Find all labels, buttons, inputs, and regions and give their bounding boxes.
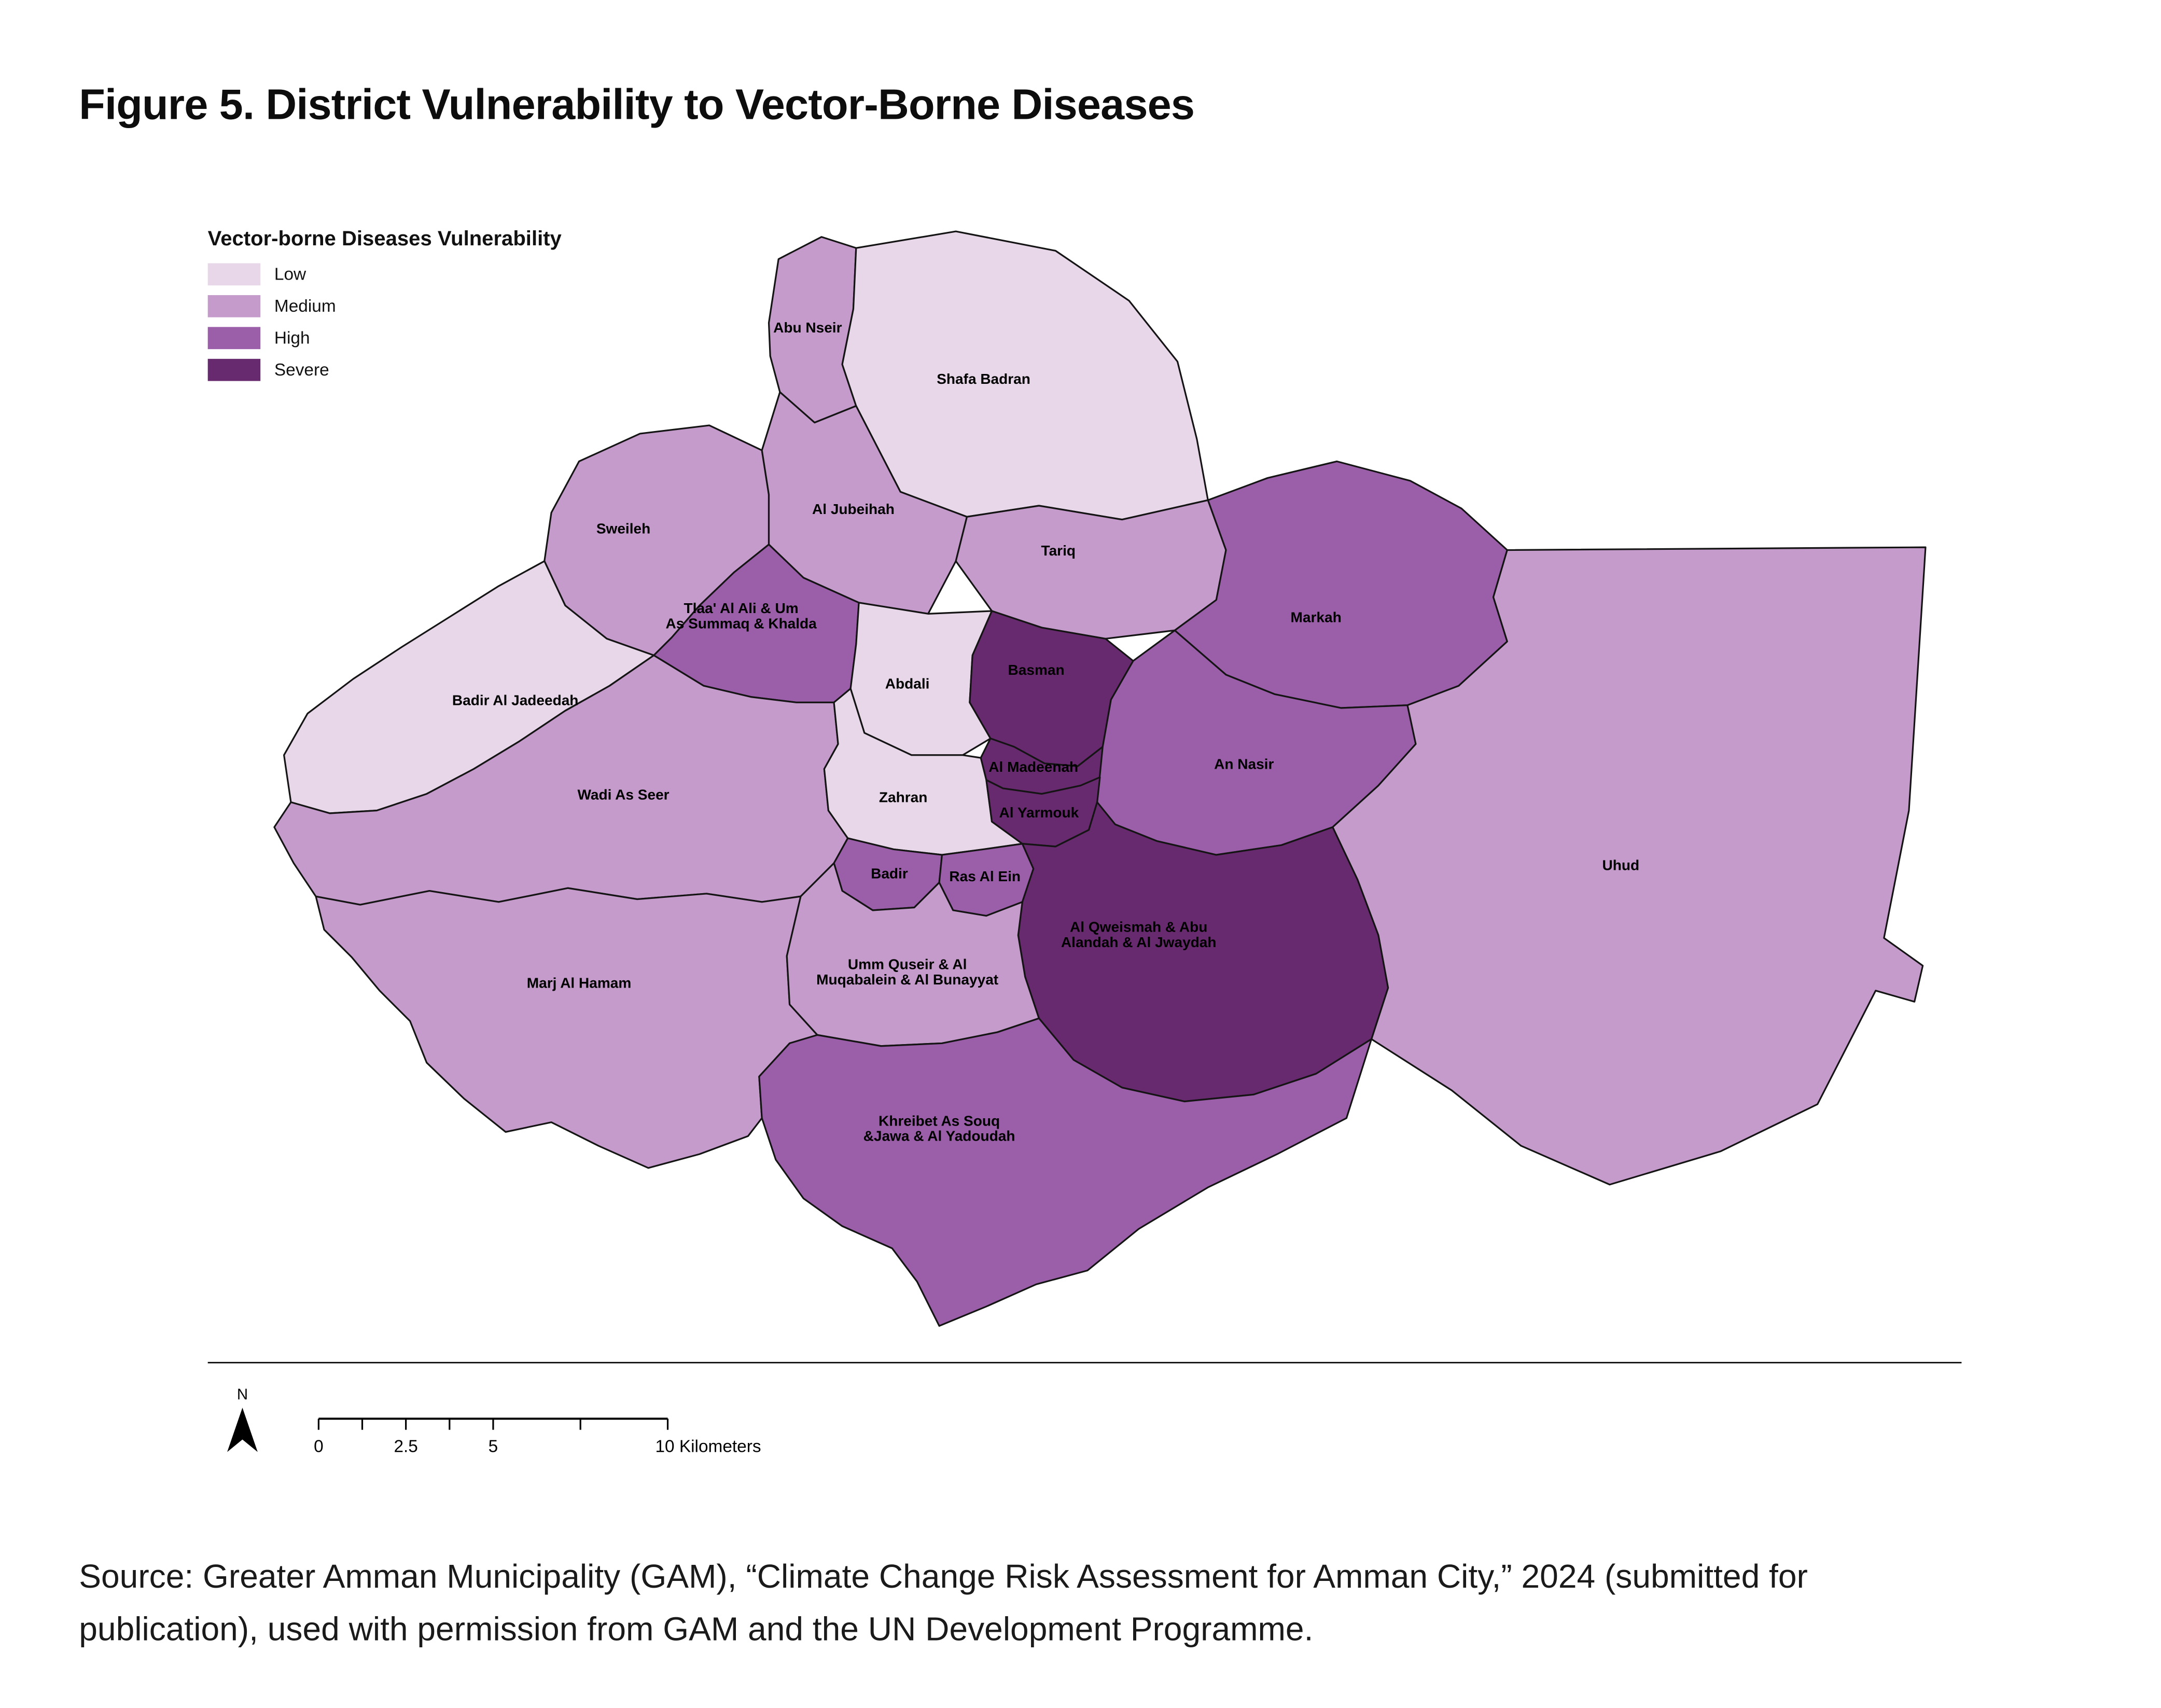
district-label-badir-al-jadeedah: Badir Al Jadeedah <box>452 692 579 709</box>
scalebar-label: 0 <box>314 1437 324 1456</box>
legend-swatch-high <box>207 327 261 350</box>
scalebar-label: 10 Kilometers <box>655 1437 761 1456</box>
legend-swatch-low <box>207 263 261 286</box>
district-abdali <box>849 602 993 756</box>
district-label-wadi-as-seer: Wadi As Seer <box>578 786 670 802</box>
district-label-ras-al-ein: Ras Al Ein <box>949 868 1021 884</box>
district-label-shafa-badran: Shafa Badran <box>937 371 1030 387</box>
legend-label: Medium <box>274 296 336 316</box>
source-line-2: publication), used with permission from … <box>79 1611 1314 1649</box>
legend-item-severe: Severe <box>207 358 562 381</box>
scalebar-label: 5 <box>489 1437 498 1456</box>
district-label-tlaa-al-ali-um-as-summaq-khalda: Tlaa' Al Ali & Um As Summaq & Khalda <box>665 600 817 631</box>
district-label-sweileh: Sweileh <box>596 520 650 536</box>
district-label-tariq: Tariq <box>1041 543 1076 559</box>
legend: Vector-borne Diseases Vulnerability Low M… <box>207 227 562 391</box>
district-label-an-nasir: An Nasir <box>1214 756 1274 772</box>
district-label-al-yarmouk: Al Yarmouk <box>999 804 1079 821</box>
district-uhud <box>1332 546 1927 1186</box>
legend-label: High <box>274 328 310 348</box>
legend-swatch-severe <box>207 358 261 381</box>
district-label-al-madeenah: Al Madeenah <box>988 759 1078 775</box>
figure-title: Figure 5. District Vulnerability to Vect… <box>79 80 1195 129</box>
legend-item-medium: Medium <box>207 295 562 317</box>
source-text: Source: Greater Amman Municipality (GAM)… <box>79 1552 2060 1657</box>
legend-item-high: High <box>207 327 562 350</box>
district-label-khreibet-as-souq-jawa-al-yadoudah: Khreibet As Souq &Jawa & Al Yadoudah <box>863 1113 1015 1144</box>
legend-label: Low <box>274 265 306 284</box>
district-label-zahran: Zahran <box>879 789 927 806</box>
district-label-basman: Basman <box>1008 662 1065 678</box>
district-label-marj-al-hamam: Marj Al Hamam <box>527 975 631 991</box>
district-label-abdali: Abdali <box>885 676 930 692</box>
map-svg: Abu Nseir Shafa Badran Sweileh Al Jubeihah T… <box>273 230 1927 1327</box>
legend-items: Low Medium High Severe <box>207 263 562 381</box>
legend-item-low: Low <box>207 263 562 286</box>
map-divider <box>207 1362 1962 1364</box>
district-label-markah: Markah <box>1291 609 1342 625</box>
legend-label: Severe <box>274 360 329 380</box>
scalebar-label: 2.5 <box>394 1437 417 1456</box>
north-arrow-icon <box>227 1407 258 1452</box>
district-label-badir: Badir <box>871 866 908 882</box>
scalebar-svg: 0 2.5 5 10 Kilometers <box>314 1418 761 1456</box>
district-label-al-qweismah-abu-alandah-al-jwaydah: Al Qweismah & Abu Alandah & Al Jwaydah <box>1061 919 1217 950</box>
source-line-1: Source: Greater Amman Municipality (GAM)… <box>79 1559 1808 1596</box>
district-marj-al-hamam <box>315 887 818 1169</box>
legend-swatch-medium <box>207 295 261 317</box>
district-markah <box>1174 460 1508 709</box>
district-label-uhud: Uhud <box>1602 857 1639 873</box>
district-label-al-jubeihah: Al Jubeihah <box>812 501 895 517</box>
legend-title: Vector-borne Diseases Vulnerability <box>207 227 562 251</box>
district-label-umm-quseir-al-muqabalein-al-bunayyat: Umm Quseir & Al Muqabalein & Al Bunayyat <box>816 956 998 988</box>
district-khreibet-as-souq-jawa-al-yadoudah <box>758 1017 1373 1327</box>
north-label: N <box>237 1386 248 1403</box>
north-arrow: N <box>227 1386 258 1452</box>
district-label-abu-nseir: Abu Nseir <box>773 320 842 336</box>
